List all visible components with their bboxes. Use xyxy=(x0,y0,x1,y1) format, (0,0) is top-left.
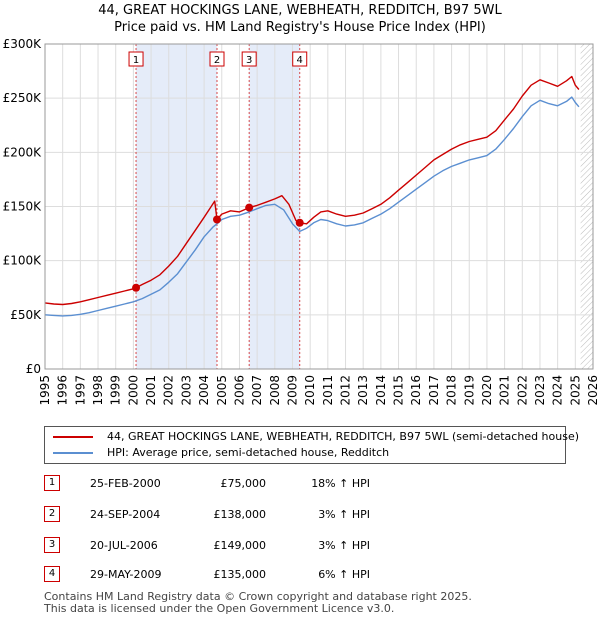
x-tick-label: 1995 xyxy=(38,375,52,406)
sale-number: 3 xyxy=(44,537,60,553)
y-tick-label: £50K xyxy=(10,308,42,322)
sale-price: £149,000 xyxy=(213,539,267,552)
y-tick-label: £250K xyxy=(3,91,43,105)
x-tick-label: 2024 xyxy=(551,375,565,406)
legend-label-property: 44, GREAT HOCKINGS LANE, WEBHEATH, REDDI… xyxy=(107,430,580,443)
sale-date: 24-SEP-2004 xyxy=(90,508,161,521)
x-tick-label: 2008 xyxy=(268,375,282,406)
sale-3-label: 3 xyxy=(246,55,252,66)
x-tick-label: 2014 xyxy=(374,375,388,406)
x-tick-label: 2018 xyxy=(445,375,459,406)
x-tick-label: 2019 xyxy=(462,375,476,406)
y-tick-label: £0 xyxy=(26,362,41,376)
sale-2-box xyxy=(209,51,225,67)
sale-number: 4 xyxy=(44,566,60,582)
x-tick-label: 2004 xyxy=(197,375,211,406)
x-tick-label: 2022 xyxy=(515,375,529,406)
chart-title: 44, GREAT HOCKINGS LANE, WEBHEATH, REDDI… xyxy=(98,3,502,18)
sale-number: 1 xyxy=(44,475,60,491)
footer-copyright: Contains HM Land Registry data © Crown c… xyxy=(44,590,472,603)
x-tick-label: 2025 xyxy=(568,375,582,406)
x-tick-label: 2017 xyxy=(427,375,441,406)
sale-date: 29-MAY-2009 xyxy=(90,568,162,581)
x-tick-label: 2016 xyxy=(409,375,423,406)
x-tick-label: 1999 xyxy=(109,375,123,406)
y-tick-label: £200K xyxy=(3,145,43,159)
sale-4-label: 4 xyxy=(297,55,303,66)
sale-3-box xyxy=(241,51,257,67)
x-tick-label: 2020 xyxy=(480,375,494,406)
footer-licence: This data is licensed under the Open Gov… xyxy=(44,602,395,615)
x-tick-label: 2003 xyxy=(179,375,193,406)
sale-3-marker xyxy=(245,203,254,212)
x-tick-label: 2012 xyxy=(339,375,353,406)
x-tick-label: 1996 xyxy=(56,375,70,406)
x-tick-label: 2006 xyxy=(232,375,246,406)
sale-1-label: 1 xyxy=(133,55,139,66)
sale-date: 25-FEB-2000 xyxy=(90,477,161,490)
legend-swatch-red xyxy=(53,436,93,438)
x-tick-label: 2009 xyxy=(285,375,299,406)
x-tick-label: 2013 xyxy=(356,375,370,406)
x-tick-label: 2010 xyxy=(303,375,317,406)
sale-price: £75,000 xyxy=(220,477,267,490)
y-tick-label: £150K xyxy=(3,200,43,214)
sale-2-label: 2 xyxy=(214,55,220,66)
y-tick-label: £100K xyxy=(3,254,43,268)
x-tick-label: 2001 xyxy=(144,375,158,406)
sale-1-marker xyxy=(132,283,141,292)
sale-price: £138,000 xyxy=(213,508,267,521)
legend: 44, GREAT HOCKINGS LANE, WEBHEATH, REDDI… xyxy=(44,426,579,464)
plot-border xyxy=(44,43,594,370)
x-tick-label: 2000 xyxy=(126,375,140,406)
sale-hpi-change: 3% ↑ HPI xyxy=(318,539,370,552)
sale-2-marker xyxy=(213,215,222,224)
price-chart: 1 2 3 4 £0 £50K £100K £150K £200K £250K £300K 1995… xyxy=(3,37,600,406)
hpi-series-line xyxy=(44,96,580,317)
sale-hpi-change: 3% ↑ HPI xyxy=(318,508,370,521)
sale-4-box xyxy=(292,51,308,67)
sale-price: £135,000 xyxy=(213,568,267,581)
x-tick-label: 2005 xyxy=(215,375,229,406)
x-tick-label: 2023 xyxy=(533,375,547,406)
x-tick-label: 1997 xyxy=(73,375,87,406)
x-tick-label: 2021 xyxy=(498,375,512,406)
sale-date: 20-JUL-2006 xyxy=(90,539,158,552)
sale-hpi-change: 6% ↑ HPI xyxy=(318,568,370,581)
x-tick-label: 1998 xyxy=(91,375,105,406)
chart-subtitle: Price paid vs. HM Land Registry's House … xyxy=(114,20,486,35)
x-tick-label: 2002 xyxy=(162,375,176,406)
x-tick-label: 2015 xyxy=(392,375,406,406)
sale-1-box xyxy=(128,51,144,67)
legend-swatch-blue xyxy=(53,452,93,454)
x-tick-label: 2007 xyxy=(250,375,264,406)
x-tick-label: 2011 xyxy=(321,375,335,406)
sale-number: 2 xyxy=(44,506,60,522)
legend-label-hpi: HPI: Average price, semi-detached house,… xyxy=(107,446,390,459)
x-tick-label: 2026 xyxy=(586,375,600,406)
sale-4-marker xyxy=(295,218,304,227)
sale-hpi-change: 18% ↑ HPI xyxy=(311,477,370,490)
y-tick-label: £300K xyxy=(3,37,43,51)
